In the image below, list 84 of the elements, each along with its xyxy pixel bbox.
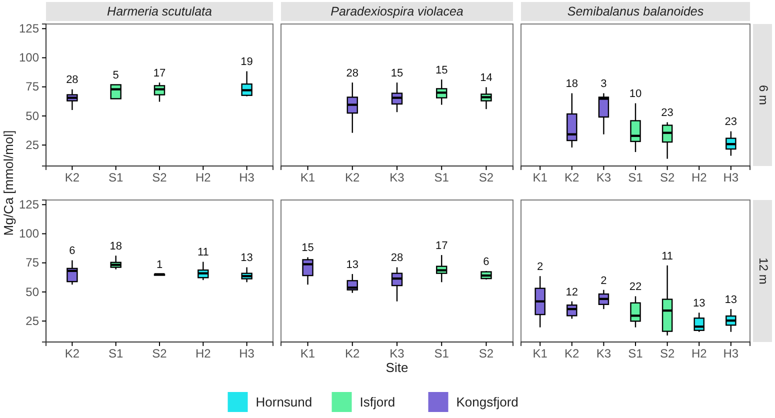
y-tick-label: 75 bbox=[26, 256, 40, 270]
annotation: 5 bbox=[112, 70, 119, 82]
x-tick-label: H3 bbox=[723, 170, 739, 185]
legend-label: Kongsfjord bbox=[456, 394, 518, 410]
annotation: 15 bbox=[435, 64, 448, 76]
annotation: 10 bbox=[629, 88, 642, 100]
y-tick-label: 25 bbox=[26, 138, 40, 152]
chart-title: Semibalanus balanoides bbox=[567, 4, 704, 18]
x-tick-label: K2 bbox=[64, 346, 80, 361]
annotation: 3 bbox=[600, 78, 607, 90]
y-axis-title: Mg/Ca [mmol/mol] bbox=[1, 130, 16, 236]
x-tick-label: S2 bbox=[660, 170, 675, 185]
x-tick-label: H2 bbox=[195, 346, 212, 361]
annotation: 13 bbox=[346, 258, 359, 271]
chart-title: Harmeria scutulata bbox=[107, 4, 212, 18]
legend-label: Hornsund bbox=[256, 394, 312, 410]
x-tick-label: S1 bbox=[108, 170, 124, 185]
annotation: 11 bbox=[662, 250, 674, 262]
x-tick-label: H2 bbox=[195, 170, 212, 185]
x-tick-label: K2 bbox=[564, 346, 580, 361]
annotation: 28 bbox=[66, 74, 78, 86]
x-tick-label: K2 bbox=[345, 170, 360, 185]
annotation: 15 bbox=[302, 242, 314, 254]
chart-title: Paradexiospira violacea bbox=[330, 4, 464, 18]
annotation: 12 bbox=[566, 286, 578, 298]
x-tick-label: K1 bbox=[300, 346, 316, 361]
y2-axis-title: 12 m bbox=[756, 258, 770, 284]
annotation: 23 bbox=[724, 116, 738, 128]
x-tick-label: K3 bbox=[390, 170, 405, 185]
y-tick-label: 50 bbox=[26, 108, 40, 123]
annotation: 13 bbox=[240, 252, 253, 264]
x-tick-label: H2 bbox=[691, 170, 708, 185]
annotation: 2 bbox=[600, 274, 607, 287]
x-tick-label: H3 bbox=[239, 346, 255, 361]
annotation: 11 bbox=[197, 246, 209, 259]
x-tick-label: S2 bbox=[660, 346, 675, 361]
annotation: 2 bbox=[537, 261, 544, 274]
annotation: 17 bbox=[435, 240, 448, 252]
y-tick-label: 125 bbox=[18, 197, 40, 212]
annotation: 23 bbox=[661, 107, 674, 120]
y-tick-label: 25 bbox=[26, 314, 40, 328]
x-tick-label: K3 bbox=[596, 346, 612, 361]
annotation: 18 bbox=[110, 240, 122, 253]
x-tick-label: S1 bbox=[628, 346, 644, 361]
y-tick-label: 100 bbox=[18, 50, 40, 65]
x-tick-label: S1 bbox=[434, 346, 450, 361]
x-tick-label: S1 bbox=[434, 170, 450, 185]
x-tick-label: S2 bbox=[152, 170, 168, 185]
annotation: 15 bbox=[390, 67, 404, 80]
x-tick-label: H2 bbox=[691, 346, 708, 361]
annotation: 28 bbox=[346, 67, 359, 80]
x-tick-label: S2 bbox=[478, 346, 494, 361]
annotation: 14 bbox=[480, 72, 492, 84]
x-tick-label: K3 bbox=[390, 346, 405, 361]
annotation: 19 bbox=[240, 56, 253, 68]
annotation: 6 bbox=[69, 245, 76, 258]
x-tick-label: S2 bbox=[478, 170, 494, 185]
x-tick-label: K2 bbox=[564, 170, 580, 185]
x-tick-label: S1 bbox=[108, 346, 124, 361]
y2-axis-title: 6 m bbox=[756, 84, 770, 106]
x-axis-title: Site bbox=[386, 360, 408, 375]
x-tick-label: K1 bbox=[532, 170, 548, 185]
y-tick-label: 100 bbox=[18, 226, 40, 241]
x-tick-label: S1 bbox=[628, 170, 644, 185]
x-tick-label: S2 bbox=[152, 346, 168, 361]
x-tick-label: K3 bbox=[596, 170, 612, 185]
x-tick-label: K2 bbox=[345, 346, 360, 361]
legend-label: Isfjord bbox=[360, 394, 396, 410]
annotation: 13 bbox=[692, 298, 706, 310]
x-tick-label: K1 bbox=[300, 170, 316, 185]
y-tick-label: 75 bbox=[26, 80, 40, 94]
annotation: 13 bbox=[724, 294, 738, 306]
annotation: 22 bbox=[629, 281, 642, 294]
x-tick-label: H3 bbox=[723, 346, 739, 361]
annotation: 6 bbox=[483, 256, 490, 268]
annotation: 18 bbox=[566, 78, 578, 90]
y-tick-label: 125 bbox=[18, 21, 40, 36]
x-tick-label: K1 bbox=[532, 346, 548, 361]
annotation: 17 bbox=[153, 67, 166, 80]
annotation: 28 bbox=[390, 252, 404, 264]
annotation: 1 bbox=[156, 259, 163, 272]
x-tick-label: K2 bbox=[64, 170, 80, 185]
y-tick-label: 50 bbox=[26, 284, 40, 299]
x-tick-label: H3 bbox=[239, 170, 255, 185]
